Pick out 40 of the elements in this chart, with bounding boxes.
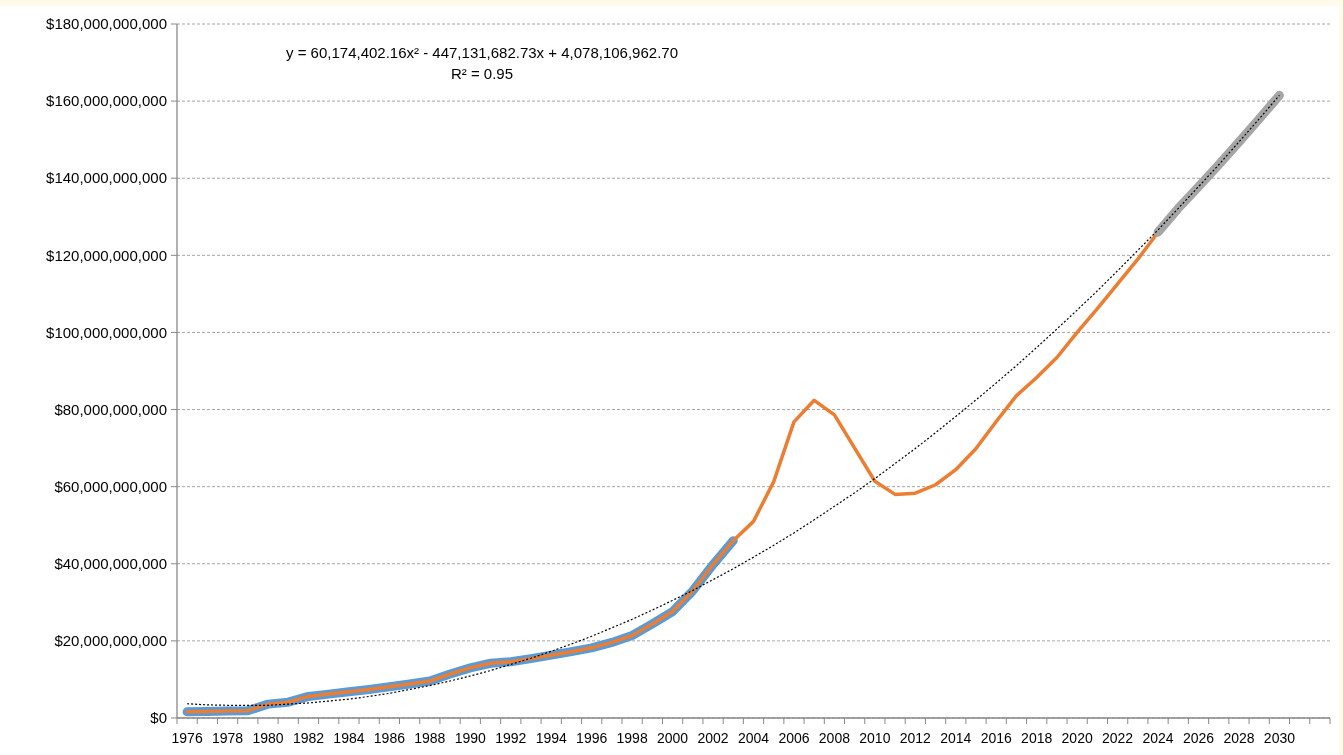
y-tick-label: $40,000,000,000 [54, 555, 167, 573]
x-tick-label: 2008 [818, 730, 851, 746]
x-tick-label: 2006 [778, 730, 810, 746]
x-tick-label: 2004 [737, 730, 770, 746]
x-tick-label: 2000 [657, 730, 689, 746]
x-tick-label: 2024 [1142, 730, 1174, 746]
x-tick-label: 1992 [495, 730, 527, 746]
y-tick-label: $80,000,000,000 [54, 400, 167, 418]
x-tick-label: 2028 [1223, 730, 1255, 746]
x-tick-label: 1976 [171, 730, 203, 746]
x-tick-label: 1988 [414, 730, 446, 746]
x-tick-label: 1982 [292, 730, 325, 746]
x-tick-label: 2018 [1021, 730, 1053, 746]
x-tick-label: 2012 [899, 730, 932, 746]
y-tick-label: $160,000,000,000 [46, 92, 167, 110]
annotation: y = 60,174,402.16x² - 447,131,682.73x + 4,078,106,962.70 [286, 44, 678, 61]
x-tick-label: 2014 [940, 730, 972, 746]
annotation: R² = 0.95 [450, 65, 514, 82]
x-tick-label: 2020 [1061, 730, 1093, 746]
x-tick-label: 2026 [1182, 730, 1215, 746]
y-tick-label: $120,000,000,000 [46, 246, 167, 264]
x-tick-label: 2022 [1102, 730, 1134, 746]
x-tick-label: 1998 [616, 730, 648, 746]
y-tick-label: $100,000,000,000 [46, 323, 167, 341]
y-tick-label: $20,000,000,000 [54, 632, 167, 650]
x-tick-label: 1986 [373, 730, 406, 746]
y-tick-label: $0 [150, 709, 167, 727]
y-tick-label: $140,000,000,000 [46, 169, 167, 187]
x-tick-label: 1994 [535, 730, 567, 746]
x-tick-label: 1990 [454, 730, 487, 746]
x-tick-label: 1996 [576, 730, 608, 746]
x-tick-label: 1980 [252, 730, 284, 746]
x-tick-label: 2010 [859, 730, 891, 746]
y-tick-label: $180,000,000,000 [46, 15, 167, 33]
y-tick-label: $60,000,000,000 [54, 477, 167, 495]
x-tick-label: 2002 [697, 730, 729, 746]
x-tick-label: 2030 [1263, 730, 1296, 746]
x-tick-label: 2016 [980, 730, 1013, 746]
x-tick-label: 1978 [211, 730, 244, 746]
x-tick-label: 1984 [333, 730, 365, 746]
